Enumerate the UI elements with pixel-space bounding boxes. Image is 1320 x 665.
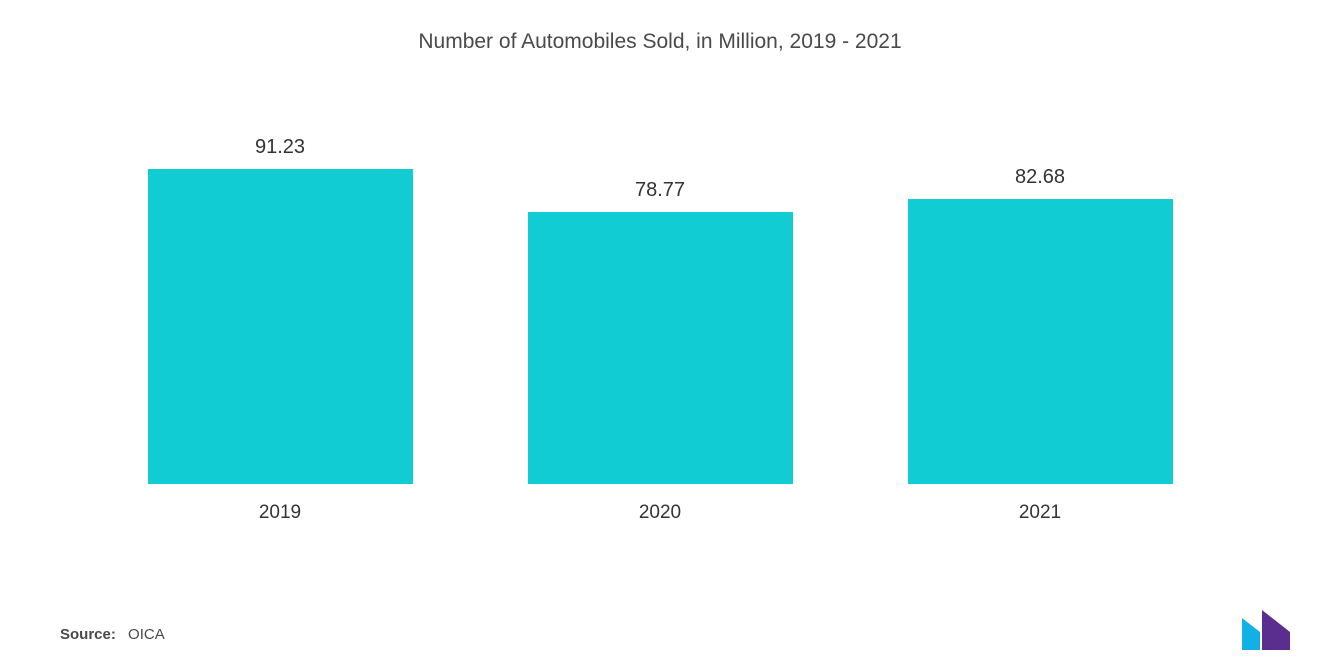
source-value: OICA bbox=[128, 626, 165, 643]
chart-area: 91.23 2019 78.77 2020 82.68 2021 bbox=[60, 94, 1260, 524]
bar bbox=[528, 212, 793, 484]
bar-group-2021: 82.68 2021 bbox=[890, 166, 1190, 524]
chart-container: Number of Automobiles Sold, in Million, … bbox=[0, 0, 1320, 665]
source-label: Source: bbox=[60, 626, 116, 643]
bar bbox=[908, 199, 1173, 484]
bar-value: 78.77 bbox=[635, 179, 685, 202]
logo-left-shape bbox=[1242, 618, 1260, 650]
bar-group-2019: 91.23 2019 bbox=[130, 136, 430, 524]
source-row: Source: OICA bbox=[60, 626, 165, 643]
chart-title: Number of Automobiles Sold, in Million, … bbox=[60, 30, 1260, 54]
bar-label: 2021 bbox=[1019, 502, 1061, 524]
logo-right-shape bbox=[1262, 610, 1290, 650]
bar bbox=[148, 169, 413, 484]
bar-label: 2020 bbox=[639, 502, 681, 524]
brand-logo-icon bbox=[1242, 610, 1292, 650]
bar-value: 91.23 bbox=[255, 136, 305, 159]
bar-group-2020: 78.77 2020 bbox=[510, 179, 810, 524]
bar-value: 82.68 bbox=[1015, 166, 1065, 189]
bar-label: 2019 bbox=[259, 502, 301, 524]
